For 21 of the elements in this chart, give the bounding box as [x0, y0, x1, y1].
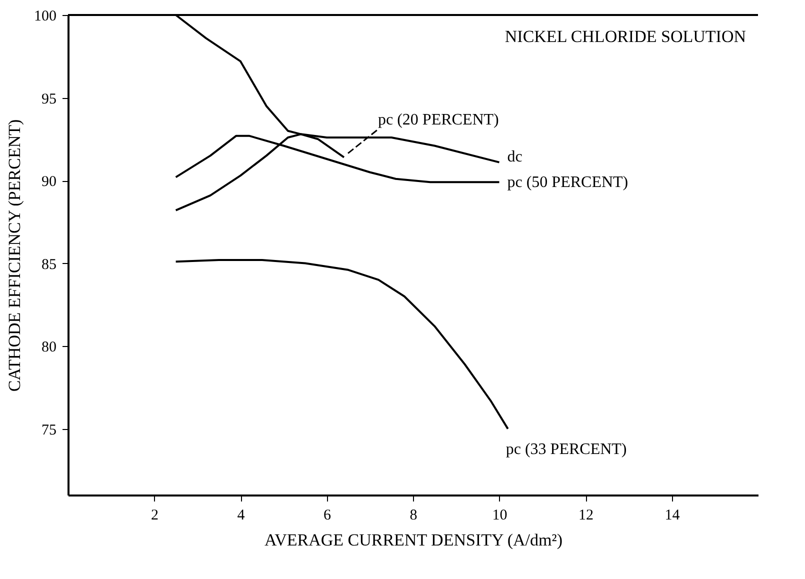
annotation: NICKEL CHLORIDE SOLUTION: [504, 27, 746, 46]
text: pc (20 PERCENT): [378, 111, 499, 128]
y-tick-label: 80: [42, 340, 56, 356]
y-tick-label: 100: [34, 8, 56, 24]
x-tick-label: 10: [492, 508, 508, 524]
x-tick-label: 6: [324, 508, 332, 524]
x-tick-label: 14: [664, 508, 680, 524]
series-label: pc (50 PERCENT): [507, 174, 628, 192]
y-tick-label: 90: [42, 174, 56, 190]
series-label: dc: [507, 148, 522, 166]
x-tick-label: 4: [237, 508, 246, 524]
x-tick-label: 2: [151, 508, 158, 524]
x-tick-label: 8: [410, 508, 418, 524]
y-tick-label: 85: [42, 256, 56, 273]
y-tick-label: 75: [42, 422, 56, 438]
x-tick-label: 12: [578, 508, 594, 524]
series-label: pc (33 PERCENT): [506, 440, 627, 458]
y-axis-title: CATHODE EFFICIENCY (PERCENT): [5, 119, 24, 392]
y-tick-label: 95: [42, 91, 56, 108]
line-series: [174, 258, 509, 430]
x-axis-title: AVERAGE CURRENT DENSITY (A/dm²): [264, 530, 563, 550]
